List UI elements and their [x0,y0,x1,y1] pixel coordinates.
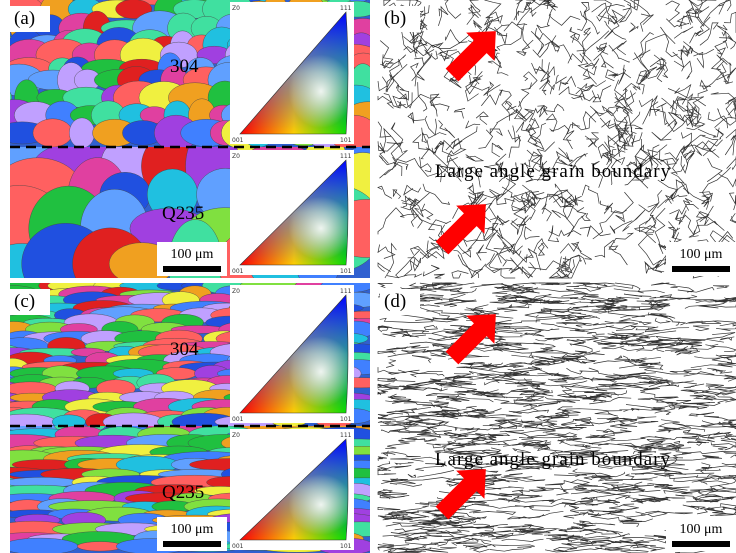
map-bg [378,0,736,278]
scale-bar [672,541,730,547]
ipf-left: 001 [232,268,244,275]
scale-text: 100 μm [680,247,723,262]
panel-label: (c) [14,291,35,312]
ipf-left: 001 [232,416,244,423]
grain [0,318,8,326]
boundary-map [378,283,736,553]
figure: Z0 111 001 101 Z0 111 001 101 304 Q235 100 μm (a) Z0… [0,0,736,553]
panel-label: (b) [384,8,406,29]
ipf-corner: Z0 [232,5,240,12]
grain [0,514,8,527]
ipf-top: 111 [340,432,352,439]
material-label: Q235 [162,482,204,503]
ipf-top: 111 [340,5,352,12]
grain [0,366,11,381]
scale-text: 100 μm [680,522,723,537]
panel-label: (a) [14,8,35,29]
grain [0,95,6,149]
scale-bar [672,266,730,272]
material-label: 304 [170,56,199,77]
material-label: 304 [170,339,199,360]
scale-text: 100 μm [171,522,214,537]
grain [0,279,6,293]
grain [69,118,94,148]
material-label: Q235 [162,203,204,224]
grain [0,55,10,83]
scale-bar [163,266,221,272]
ipf-top: 111 [340,288,352,295]
annotation: Large angle grain boundary [435,161,671,182]
grain [0,521,10,538]
grain [0,458,9,472]
annotation: Large angle grain boundary [435,449,671,470]
grain [33,119,72,147]
ipf-corner: Z0 [232,153,240,160]
ipf-left: 001 [232,137,244,144]
scale-text: 100 μm [171,247,214,262]
grain [0,11,7,45]
ipf-right: 101 [340,416,352,423]
scale-bar [163,541,221,547]
grain [2,538,78,553]
ipf-top: 111 [340,153,352,160]
ipf-corner: Z0 [232,288,240,295]
ipf-right: 101 [340,543,352,550]
boundary-map [378,0,736,278]
grain [0,0,7,7]
grain [0,117,10,149]
grain [77,542,122,551]
panel-label: (d) [384,291,406,312]
grain [0,236,7,291]
ipf-right: 101 [340,268,352,275]
ipf-right: 101 [340,137,352,144]
ipf-corner: Z0 [232,432,240,439]
ipf-left: 001 [232,543,244,550]
